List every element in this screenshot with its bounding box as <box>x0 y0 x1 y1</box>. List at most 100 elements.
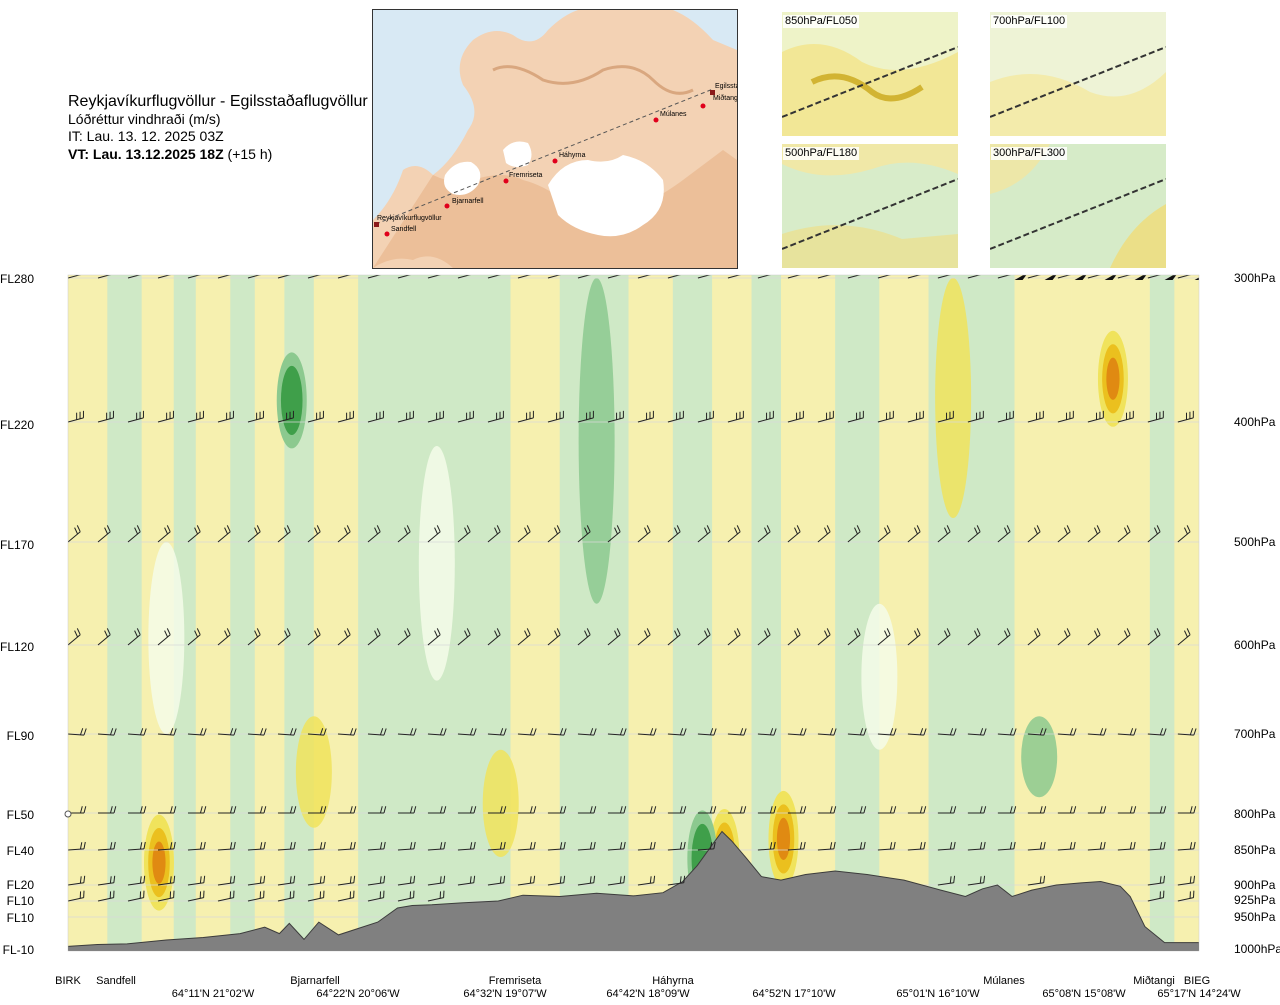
barb-flag <box>953 841 956 849</box>
barb-staff <box>127 882 144 886</box>
wind-barb <box>1057 806 1077 814</box>
wind-barb <box>727 806 747 814</box>
barb-staff <box>427 417 444 423</box>
barb-flag <box>203 841 206 849</box>
barb-flag <box>1189 876 1192 884</box>
barb-pennant <box>1164 275 1177 280</box>
wind-barb <box>997 628 1011 646</box>
barb-flag <box>1013 728 1017 736</box>
barb-flag <box>319 876 322 884</box>
barb-flag <box>254 527 258 535</box>
barb-flag <box>586 628 591 635</box>
plot-area <box>68 275 1199 951</box>
barb-flag <box>863 806 867 814</box>
wind-barb <box>1027 875 1046 886</box>
wind-barb <box>997 806 1017 814</box>
barb-staff <box>68 882 84 886</box>
barb-staff <box>367 733 384 736</box>
barb-staff <box>817 634 831 646</box>
wind-barb <box>307 628 321 646</box>
barb-flag <box>766 628 771 635</box>
barb-flag <box>863 728 867 736</box>
barb-staff <box>487 275 502 279</box>
wind-barb <box>217 275 232 279</box>
barb-staff <box>1057 848 1074 851</box>
route-point-marker <box>444 203 450 209</box>
barb-flag <box>554 630 558 638</box>
barb-flag <box>976 525 981 532</box>
barb-flag <box>469 728 474 736</box>
barb-flag <box>284 630 288 638</box>
barb-staff <box>757 634 771 646</box>
velocity-band <box>230 275 255 951</box>
wind-barb <box>757 525 771 543</box>
wind-barb <box>517 410 534 423</box>
wind-barb <box>247 806 267 814</box>
barb-flag <box>284 527 288 535</box>
wind-barb <box>337 525 351 543</box>
wind-barb <box>367 728 387 736</box>
barb-flag <box>83 806 87 814</box>
barb-flag <box>683 806 687 814</box>
barb-flag <box>593 875 596 883</box>
barb-staff <box>157 634 171 646</box>
barb-flag <box>346 525 351 532</box>
barb-staff <box>277 531 291 543</box>
wind-barb <box>727 525 741 543</box>
wind-barb <box>127 410 144 423</box>
barb-staff <box>457 733 474 736</box>
barb-flag <box>113 806 117 814</box>
wind-barb <box>68 525 81 543</box>
wind-barb <box>577 841 596 851</box>
barb-flag <box>893 728 897 736</box>
barb-flag <box>983 875 986 883</box>
barb-flag <box>1034 630 1038 638</box>
barb-flag <box>379 728 384 736</box>
barb-flag <box>166 628 171 635</box>
wind-barb <box>547 728 567 736</box>
barb-flag <box>293 875 296 883</box>
wind-barb <box>757 728 777 736</box>
barb-flag <box>169 806 173 814</box>
barb-staff <box>247 733 264 736</box>
barb-flag <box>1099 842 1103 850</box>
barb-flag <box>229 728 234 736</box>
wind-barb <box>187 628 201 646</box>
barb-staff <box>277 733 294 736</box>
barb-staff <box>247 634 261 646</box>
barb-staff <box>157 897 174 902</box>
glacier-hofsjokull <box>503 141 532 168</box>
wind-barb <box>937 841 956 851</box>
wind-barb <box>607 841 626 851</box>
barb-flag <box>1103 806 1107 814</box>
barb-staff <box>457 848 474 851</box>
route-point-marker <box>374 222 379 227</box>
route-title: Reykjavíkurflugvöllur - Egilsstaðaflugvö… <box>68 93 368 110</box>
barb-flag <box>113 875 116 883</box>
barb-staff <box>907 275 922 279</box>
barb-staff <box>997 848 1014 851</box>
barb-staff <box>517 531 531 543</box>
barb-flag <box>413 806 417 814</box>
barb-staff <box>697 634 711 646</box>
wind-barb <box>1147 410 1164 423</box>
barb-staff <box>277 848 294 851</box>
barb-flag <box>1034 527 1038 535</box>
wind-barb <box>367 890 385 902</box>
barb-staff <box>577 848 594 851</box>
wind-barb <box>157 728 177 736</box>
wind-barb <box>637 806 657 814</box>
wind-barb <box>487 410 504 423</box>
barb-flag <box>803 806 807 814</box>
barb-flag <box>469 842 473 850</box>
wind-barb <box>637 875 656 886</box>
barb-flag <box>593 728 597 736</box>
barb-flag <box>1186 628 1191 635</box>
barb-flag <box>803 728 807 736</box>
wind-barb <box>247 728 267 736</box>
wind-barb <box>847 410 864 423</box>
barb-flag <box>229 876 232 884</box>
barb-flag <box>614 630 618 638</box>
wind-barb <box>457 525 471 543</box>
barb-flag <box>1133 728 1137 736</box>
